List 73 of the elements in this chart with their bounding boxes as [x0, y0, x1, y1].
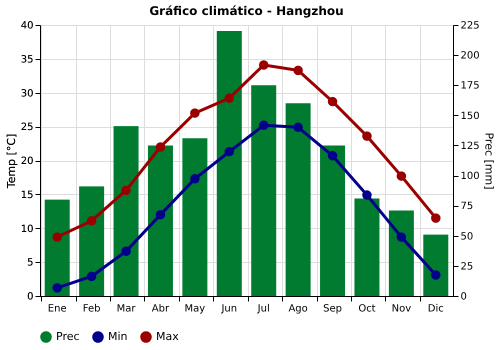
bar: [114, 126, 139, 296]
legend-label: Min: [108, 330, 128, 343]
point: [52, 283, 62, 293]
y-tick-label: 5: [27, 258, 34, 269]
y-tick-label: 40: [20, 20, 34, 32]
y2-tick-label: 25: [460, 261, 474, 272]
y2-tick-label: 175: [460, 80, 480, 92]
y2-tick-label: 100: [460, 171, 480, 182]
point: [431, 213, 441, 223]
bar: [79, 186, 104, 296]
y2-axis-title: Prec [mm]: [482, 132, 496, 190]
bar: [182, 138, 208, 296]
x-tick-label: Ago: [288, 304, 308, 314]
point: [396, 232, 406, 242]
point: [293, 122, 303, 132]
point: [362, 131, 372, 141]
x-tick-label: Dic: [428, 304, 444, 314]
point: [190, 108, 200, 118]
y2-tick-label: 150: [460, 110, 480, 122]
bar: [216, 31, 242, 296]
y2-tick-label: 200: [460, 50, 480, 62]
point: [293, 66, 303, 76]
point: [86, 272, 96, 282]
x-tick-label: Jun: [220, 304, 238, 314]
y-tick-label: 35: [20, 54, 34, 66]
point: [224, 146, 234, 156]
x-tick-label: Nov: [392, 304, 412, 314]
x-tick-label: Oct: [358, 304, 376, 314]
x-tick-label: Mar: [116, 304, 136, 314]
x-tick-label: Abr: [152, 304, 170, 314]
x-tick-label: Sep: [323, 304, 342, 314]
x-tick-label: Jul: [256, 304, 270, 314]
bar: [251, 85, 276, 296]
point: [224, 93, 234, 103]
y-tick-label: 25: [20, 122, 34, 134]
bar: [286, 103, 311, 296]
bar: [44, 200, 70, 296]
point: [52, 232, 62, 242]
y-tick-label: 10: [20, 224, 34, 235]
bar: [354, 198, 380, 296]
y2-tick-label: 50: [460, 231, 474, 242]
bar: [320, 145, 346, 296]
point: [121, 186, 131, 196]
legend-label: Prec: [56, 330, 80, 343]
point: [258, 60, 268, 70]
point: [156, 210, 166, 220]
y-tick-label: 0: [27, 292, 34, 302]
bar: [148, 145, 173, 296]
y-tick-label: 20: [20, 156, 34, 167]
y2-tick-label: 75: [460, 201, 474, 212]
chart-title: Gráfico climático - Hangzhou: [149, 4, 344, 18]
y-tick-label: 15: [20, 190, 34, 201]
point: [431, 270, 441, 280]
y2-tick-label: 125: [460, 140, 480, 152]
point: [362, 190, 372, 200]
point: [86, 216, 96, 226]
bar: [388, 210, 414, 296]
point: [190, 174, 200, 184]
y-axis-title: Temp [°C]: [4, 134, 18, 190]
point: [396, 171, 406, 181]
legend-label: Max: [156, 330, 180, 343]
point: [258, 120, 268, 130]
x-tick-label: Feb: [82, 304, 100, 314]
point: [328, 96, 338, 106]
bar: [423, 234, 448, 296]
y2-tick-label: 0: [460, 292, 467, 302]
y2-tick-label: 225: [460, 20, 480, 32]
y-tick-label: 30: [20, 88, 34, 100]
point: [156, 142, 166, 152]
x-tick-label: May: [184, 304, 206, 314]
point: [121, 246, 131, 256]
point: [328, 151, 338, 160]
x-tick-label: Ene: [48, 304, 67, 314]
